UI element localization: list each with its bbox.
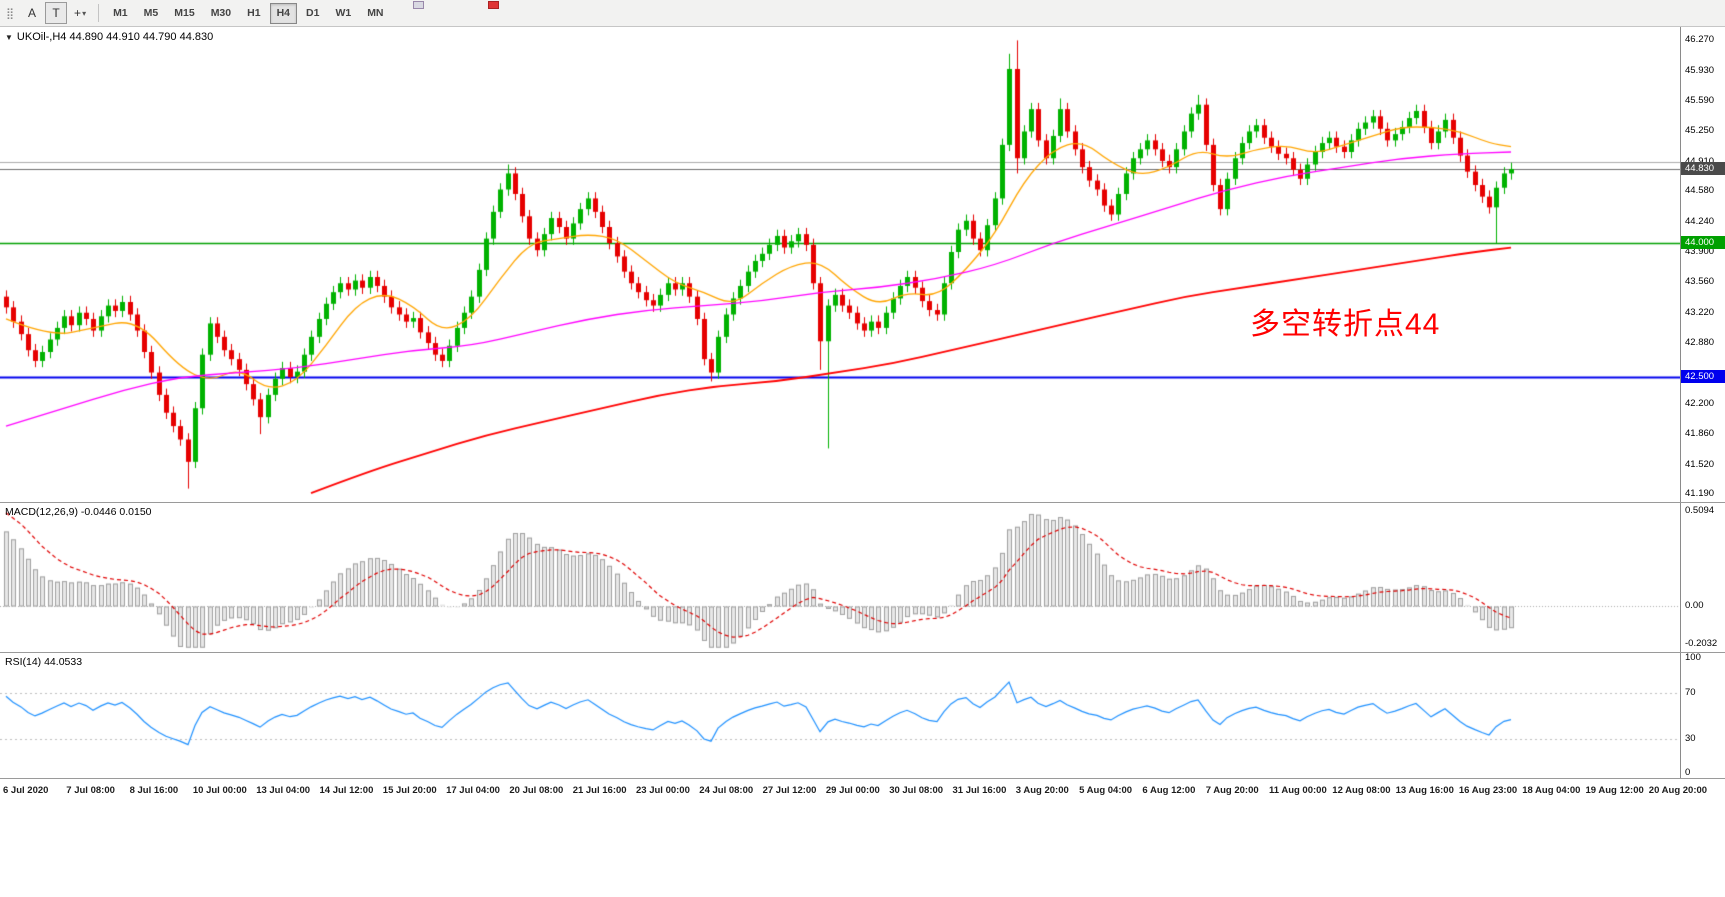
bid-price-badge: 44.830	[1681, 161, 1725, 175]
macd-axis[interactable]: 0.5094 0.00 -0.2032	[1680, 503, 1725, 652]
toolbar-grip-icon[interactable]: ⣿	[6, 7, 15, 20]
time-axis-label: 13 Aug 16:00	[1395, 785, 1454, 796]
time-axis-label: 24 Jul 08:00	[699, 785, 754, 796]
time-axis-label: 8 Jul 16:00	[129, 785, 179, 796]
price-axis-label: 44.580	[1685, 185, 1715, 197]
time-axis-label: 15 Jul 20:00	[382, 785, 437, 796]
price-axis[interactable]: 46.270 45.930 45.590 45.250 44.910 44.580 44.2…	[1680, 27, 1725, 502]
timeframe-button-h4[interactable]: H4	[269, 2, 297, 24]
price-axis-label: 46.270	[1685, 34, 1715, 46]
cropped-toolbar-icon-1[interactable]	[413, 1, 424, 9]
time-axis-label: 13 Jul 04:00	[256, 785, 311, 796]
time-axis-label: 6 Aug 12:00	[1142, 785, 1196, 796]
time-axis-label: 21 Jul 16:00	[572, 785, 627, 796]
time-axis-label: 20 Aug 20:00	[1648, 785, 1708, 796]
main-price-pane: ▼ UKOil-,H4 44.890 44.910 44.790 44.830 …	[0, 27, 1725, 503]
time-axis-label: 7 Aug 20:00	[1205, 785, 1259, 796]
price-axis-label: 45.590	[1685, 95, 1715, 107]
timeframe-button-h1[interactable]: H1	[247, 7, 261, 19]
rsi-title: RSI(14) 44.0533	[5, 656, 83, 668]
main-chart-canvas[interactable]	[0, 27, 1680, 502]
macd-axis-label: -0.2032	[1685, 638, 1718, 649]
cropped-toolbar-icon-2[interactable]	[488, 1, 499, 9]
rsi-axis-label: 70	[1685, 686, 1696, 698]
chart-window: ▼ UKOil-,H4 44.890 44.910 44.790 44.830 …	[0, 27, 1725, 897]
rsi-axis[interactable]: 100 70 30 0	[1680, 653, 1725, 778]
time-axis-label: 3 Aug 20:00	[1015, 785, 1069, 796]
price-axis-label: 42.200	[1685, 397, 1715, 409]
crosshair-icon: +	[74, 6, 82, 20]
chart-title-text: UKOil-,H4 44.890 44.910 44.790 44.830	[16, 31, 214, 43]
time-axis-label: 27 Jul 12:00	[762, 785, 817, 796]
time-axis-label: 16 Aug 23:00	[1458, 785, 1518, 796]
timeframe-button-w1[interactable]: W1	[335, 7, 352, 19]
rsi-axis-label: 30	[1685, 732, 1696, 744]
price-axis-label: 41.860	[1685, 428, 1715, 440]
chart-title: ▼ UKOil-,H4 44.890 44.910 44.790 44.830	[5, 31, 213, 43]
blue-level-badge: 42.500	[1681, 370, 1725, 383]
price-axis-label: 42.880	[1685, 337, 1715, 349]
timeframe-group: M1 M5 M15 M30 H1 H4 D1 W1 MN	[105, 2, 391, 24]
time-axis-label: 19 Aug 12:00	[1585, 785, 1644, 796]
macd-canvas[interactable]	[0, 503, 1680, 652]
text-tool-button[interactable]: T	[45, 2, 68, 24]
rsi-axis-label: 100	[1685, 652, 1701, 663]
macd-pane: MACD(12,26,9) -0.0446 0.0150 0.5094 0.00 -…	[0, 503, 1725, 653]
time-axis-label: 23 Jul 00:00	[636, 785, 690, 796]
time-axis-label: 7 Jul 08:00	[66, 785, 115, 796]
time-axis[interactable]: 6 Jul 2020 7 Jul 08:00 8 Jul 16:00 10 Jul 0…	[0, 779, 1725, 897]
price-axis-label: 43.220	[1685, 306, 1715, 318]
time-axis-label: 29 Jul 00:00	[825, 785, 880, 796]
timeframe-button-d1[interactable]: D1	[306, 7, 320, 19]
time-axis-label: 10 Jul 00:00	[192, 785, 247, 796]
price-axis-label: 41.190	[1685, 487, 1715, 499]
timeframe-button-m15[interactable]: M15	[174, 7, 195, 19]
rsi-axis-label: 0	[1685, 767, 1691, 778]
font-tool-button[interactable]: A	[28, 6, 37, 20]
annotation-text[interactable]: 多空转折点44	[1250, 308, 1441, 341]
crosshair-tool-button[interactable]: + ▾	[69, 2, 91, 24]
green-level-badge: 44.000	[1681, 236, 1725, 250]
time-axis-label: 18 Aug 04:00	[1522, 785, 1581, 796]
chevron-down-icon: ▾	[82, 8, 87, 18]
price-axis-label: 44.240	[1685, 215, 1715, 227]
top-toolbar: ⣿ A T + ▾ M1 M5 M15 M30 H1 H4 D1 W1 MN	[0, 0, 1725, 27]
time-axis-label: 12 Aug 08:00	[1332, 785, 1391, 796]
toolbar-separator	[98, 4, 100, 22]
time-axis-label: 20 Jul 08:00	[509, 785, 564, 796]
time-axis-label: 31 Jul 16:00	[952, 785, 1007, 796]
time-axis-label: 6 Jul 2020	[3, 785, 49, 796]
rsi-canvas[interactable]	[0, 653, 1680, 778]
time-axis-label: 5 Aug 04:00	[1079, 785, 1133, 796]
price-axis-label: 45.250	[1685, 125, 1715, 137]
macd-axis-label: 0.00	[1685, 600, 1704, 612]
price-axis-label: 44.910	[1685, 156, 1714, 167]
time-axis-label: 11 Aug 00:00	[1269, 785, 1327, 796]
timeframe-button-m30[interactable]: M30	[210, 7, 232, 19]
price-axis-label: 41.520	[1685, 458, 1715, 470]
price-axis-label: 45.930	[1685, 64, 1715, 76]
price-axis-label: 43.560	[1685, 276, 1715, 288]
symbol-dropdown-icon[interactable]: ▼	[5, 32, 13, 42]
timeframe-button-m1[interactable]: M1	[113, 7, 128, 19]
macd-axis-label: 0.5094	[1685, 505, 1715, 516]
time-axis-label: 17 Jul 04:00	[446, 785, 500, 796]
price-axis-label: 43.900	[1685, 246, 1715, 257]
time-axis-label: 30 Jul 08:00	[889, 785, 944, 796]
timeframe-button-m5[interactable]: M5	[143, 7, 159, 19]
time-axis-label: 14 Jul 12:00	[319, 785, 374, 796]
timeframe-button-mn[interactable]: MN	[367, 7, 384, 19]
macd-title: MACD(12,26,9) -0.0446 0.0150	[5, 506, 152, 518]
rsi-pane: RSI(14) 44.0533 100 70 30 0	[0, 653, 1725, 779]
